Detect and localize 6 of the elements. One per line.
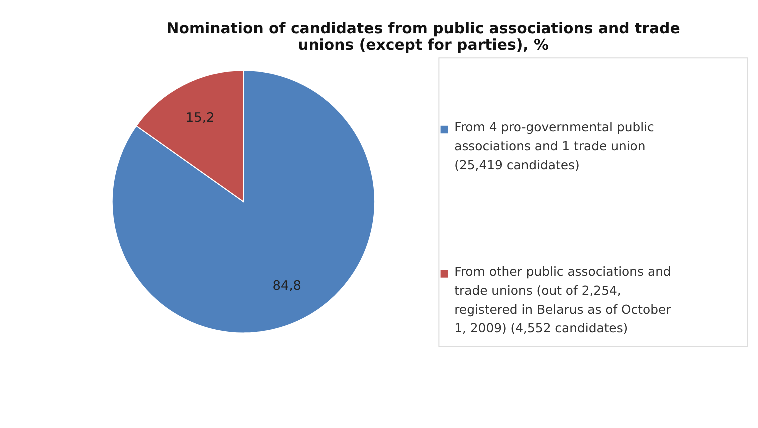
- pie-slice: [112, 70, 376, 334]
- data-label: 84,8: [272, 278, 302, 294]
- legend-label: From 4 pro-governmental public associations and 1 trade union (25,419 candidates): [454, 120, 654, 173]
- data-label: 15,2: [186, 110, 215, 126]
- legend-label: From other public associations and trade unions (out of 2,254, registered in Belarus as of October 1, 2009) (4,552 candidates): [454, 264, 672, 336]
- chart-title: Nomination of candidates from public associations and trade unions (except for parties), %: [166, 19, 680, 54]
